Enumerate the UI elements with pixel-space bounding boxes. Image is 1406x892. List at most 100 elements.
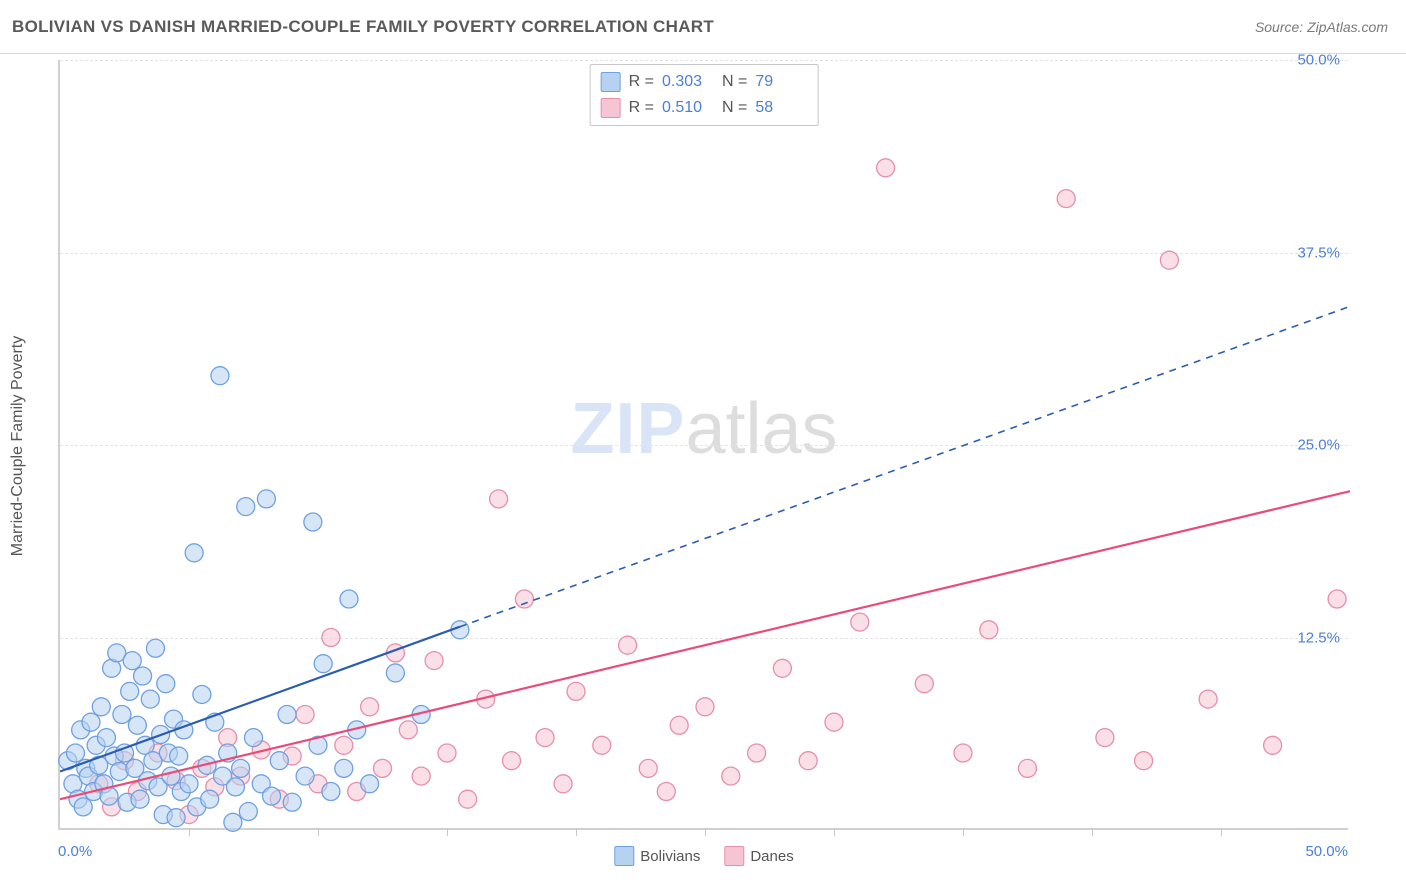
data-point <box>773 659 791 677</box>
data-point <box>639 759 657 777</box>
data-point <box>113 706 131 724</box>
data-point <box>1135 752 1153 770</box>
data-point <box>1057 190 1075 208</box>
data-point <box>322 629 340 647</box>
data-point <box>412 767 430 785</box>
stats-row-b: R = 0.510 N = 58 <box>601 95 808 121</box>
r-value-b: 0.510 <box>662 95 714 121</box>
r-label-b: R = <box>629 95 654 121</box>
data-point <box>110 762 128 780</box>
data-point <box>224 813 242 831</box>
data-point <box>128 716 146 734</box>
swatch-a-icon <box>601 72 621 92</box>
data-point <box>335 759 353 777</box>
trend-line <box>60 491 1350 799</box>
data-point <box>226 778 244 796</box>
x-tick <box>1221 828 1222 836</box>
x-tick <box>447 828 448 836</box>
data-point <box>180 775 198 793</box>
stats-legend: R = 0.303 N = 79 R = 0.510 N = 58 <box>590 64 819 126</box>
data-point <box>340 590 358 608</box>
data-point <box>296 706 314 724</box>
data-point <box>799 752 817 770</box>
data-point <box>1264 736 1282 754</box>
data-point <box>296 767 314 785</box>
data-point <box>399 721 417 739</box>
data-point <box>361 775 379 793</box>
data-point <box>980 621 998 639</box>
data-point <box>567 682 585 700</box>
source-label: Source: ZipAtlas.com <box>1255 19 1388 35</box>
data-point <box>263 787 281 805</box>
data-point <box>283 793 301 811</box>
data-point <box>162 767 180 785</box>
data-point <box>146 639 164 657</box>
data-point <box>97 729 115 747</box>
data-point <box>554 775 572 793</box>
data-point <box>322 783 340 801</box>
data-point <box>954 744 972 762</box>
data-point <box>386 664 404 682</box>
legend-bottom: Bolivians Danes <box>614 846 793 866</box>
stats-row-a: R = 0.303 N = 79 <box>601 69 808 95</box>
trend-line <box>460 306 1350 626</box>
data-point <box>361 698 379 716</box>
data-point <box>670 716 688 734</box>
plot-svg <box>60 60 1348 828</box>
data-point <box>459 790 477 808</box>
data-point <box>134 667 152 685</box>
legend-item-a: Bolivians <box>614 846 700 866</box>
n-label-b: N = <box>722 95 747 121</box>
legend-label-b: Danes <box>750 848 793 865</box>
x-tick <box>1092 828 1093 836</box>
y-axis-title: Married-Couple Family Poverty <box>9 336 27 557</box>
data-point <box>82 713 100 731</box>
data-point <box>92 698 110 716</box>
data-point <box>877 159 895 177</box>
data-point <box>304 513 322 531</box>
data-point <box>167 809 185 827</box>
data-point <box>170 747 188 765</box>
swatch-b-icon <box>601 98 621 118</box>
x-tick <box>834 828 835 836</box>
data-point <box>237 498 255 516</box>
data-point <box>490 490 508 508</box>
data-point <box>270 752 288 770</box>
data-point <box>503 752 521 770</box>
data-point <box>619 636 637 654</box>
data-point <box>121 682 139 700</box>
x-axis-max-label: 50.0% <box>1305 843 1348 860</box>
data-point <box>74 798 92 816</box>
data-point <box>141 690 159 708</box>
r-label-a: R = <box>629 69 654 95</box>
n-value-a: 79 <box>755 69 807 95</box>
data-point <box>374 759 392 777</box>
chart-title: BOLIVIAN VS DANISH MARRIED-COUPLE FAMILY… <box>12 17 714 37</box>
x-tick <box>963 828 964 836</box>
r-value-a: 0.303 <box>662 69 714 95</box>
data-point <box>1199 690 1217 708</box>
data-point <box>66 744 84 762</box>
data-point <box>245 729 263 747</box>
data-point <box>232 759 250 777</box>
data-point <box>825 713 843 731</box>
data-point <box>157 675 175 693</box>
data-point <box>257 490 275 508</box>
data-point <box>123 652 141 670</box>
data-point <box>185 544 203 562</box>
data-point <box>278 706 296 724</box>
x-tick <box>318 828 319 836</box>
data-point <box>193 685 211 703</box>
legend-label-a: Bolivians <box>640 848 700 865</box>
x-tick <box>189 828 190 836</box>
data-point <box>425 652 443 670</box>
data-point <box>438 744 456 762</box>
data-point <box>1328 590 1346 608</box>
data-point <box>696 698 714 716</box>
title-bar: BOLIVIAN VS DANISH MARRIED-COUPLE FAMILY… <box>0 0 1406 54</box>
data-point <box>335 736 353 754</box>
data-point <box>915 675 933 693</box>
x-tick <box>705 828 706 836</box>
data-point <box>131 790 149 808</box>
data-point <box>201 790 219 808</box>
